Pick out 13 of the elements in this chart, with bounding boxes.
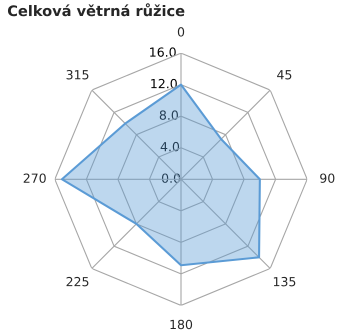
y-tick-label: 4.0	[160, 142, 180, 152]
spoke-label: 225	[66, 276, 88, 286]
spoke-label: 135	[274, 276, 296, 286]
y-tick-label: 16.0	[150, 47, 176, 57]
spoke-label: 270	[24, 173, 46, 183]
y-tick-label: 12.0	[151, 78, 177, 88]
spoke-label: 315	[66, 70, 88, 80]
spoke-label: 0	[178, 27, 184, 37]
y-tick-label: 8.0	[160, 110, 178, 120]
spoke-label: 90	[320, 173, 334, 183]
spoke-label: 180	[170, 320, 192, 330]
spoke-label: 45	[277, 70, 292, 80]
chart-title: Celková větrná růžice	[8, 3, 184, 16]
